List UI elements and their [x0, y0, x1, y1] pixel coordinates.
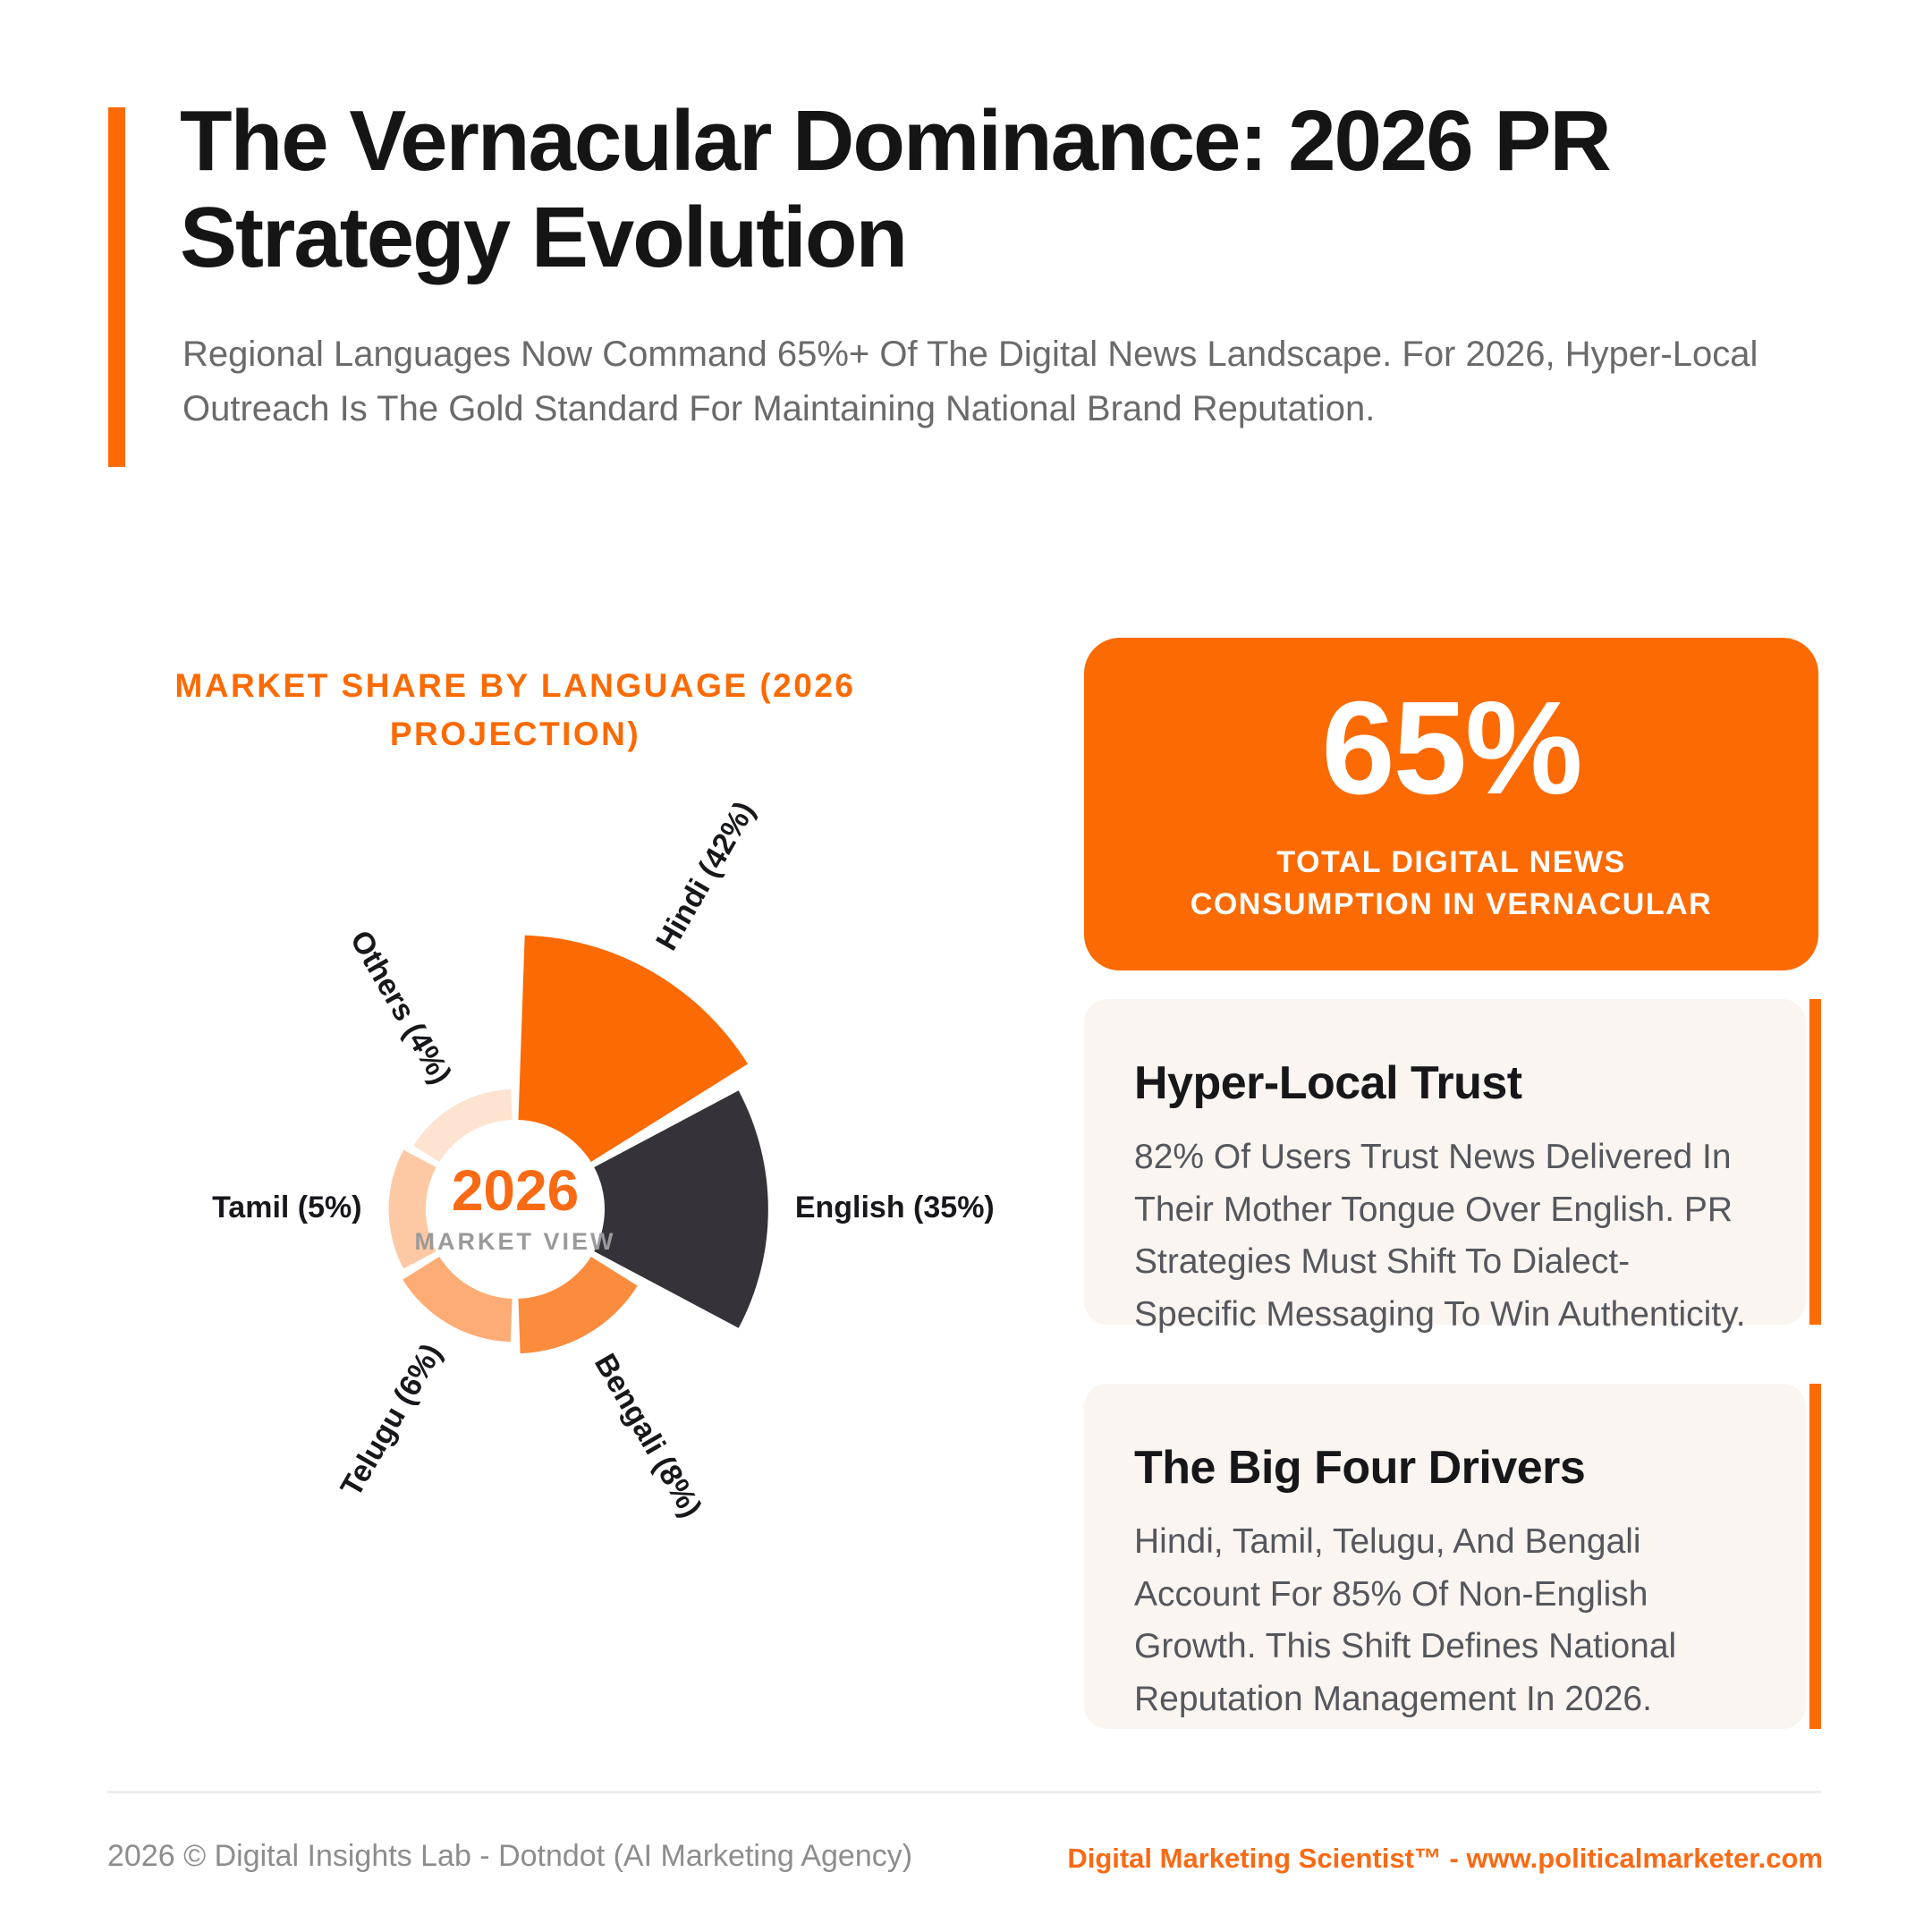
chart-slice-bengali — [518, 1256, 638, 1354]
info-card-big-four-drivers: The Big Four Drivers Hindi, Tamil, Telug… — [1084, 1384, 1806, 1729]
header-accent-bar — [108, 107, 125, 467]
footer-brand-url: Digital Marketing Scientist™ - www.polit… — [1067, 1843, 1823, 1874]
footer-copyright: 2026 © Digital Insights Lab - Dotndot (A… — [107, 1839, 913, 1873]
stat-value: 65% — [1321, 674, 1582, 823]
chart-heading: MARKET SHARE BY LANGUAGE (2026 PROJECTIO… — [68, 662, 962, 758]
info-card-accent-stripe — [1809, 1384, 1821, 1729]
chart-slice-tamil — [388, 1149, 436, 1269]
info-card-hyper-local-trust: Hyper-Local Trust 82% Of Users Trust New… — [1084, 999, 1806, 1334]
chart-label-telugu: Telugu (6%) — [335, 1338, 449, 1503]
page-title-line-1: The Vernacular Dominance: 2026 PR — [180, 93, 1612, 189]
chart-slice-labels: Hindi (42%) English (35%) Bengali (8%) Telu… — [212, 796, 995, 1523]
chart-label-hindi: Hindi (42%) — [649, 796, 761, 956]
stat-card: 65% TOTAL DIGITAL NEWS CONSUMPTION IN VE… — [1084, 638, 1818, 970]
market-share-rose-chart: Hindi (42%) English (35%) Bengali (8%) Telu… — [212, 796, 995, 1523]
chart-center-caption: MARKET VIEW — [415, 1228, 616, 1255]
chart-slice-english — [594, 1090, 768, 1328]
chart-label-tamil: Tamil (5%) — [212, 1191, 362, 1224]
stat-caption-line-2: CONSUMPTION IN VERNACULAR — [1190, 887, 1713, 921]
chart-slice-telugu — [402, 1256, 513, 1343]
chart-label-english: English (35%) — [795, 1191, 995, 1224]
page-subtitle: Regional Languages Now Command 65%+ Of T… — [182, 335, 1758, 428]
chart-slices — [388, 935, 768, 1354]
chart-label-others: Others (4%) — [343, 925, 458, 1089]
footer-divider — [107, 1791, 1821, 1793]
page-title: The Vernacular Dominance: 2026 PR Strate… — [180, 93, 1612, 287]
chart-heading-line-2: PROJECTION) — [389, 715, 641, 752]
info-card-accent-stripe — [1809, 999, 1821, 1325]
info-card-title: Hyper-Local Trust — [1134, 1057, 1522, 1109]
stat-caption: TOTAL DIGITAL NEWS CONSUMPTION IN VERNAC… — [1191, 842, 1712, 926]
stat-caption-line-1: TOTAL DIGITAL NEWS — [1276, 845, 1626, 880]
chart-slice-hindi — [518, 935, 749, 1163]
chart-label-bengali: Bengali (8%) — [588, 1348, 708, 1523]
chart-slice-others — [413, 1089, 513, 1163]
chart-center-year: 2026 — [452, 1158, 579, 1223]
info-card-body: 82% Of Users Trust News Delivered In The… — [1134, 1138, 1746, 1334]
info-card-title: The Big Four Drivers — [1134, 1442, 1586, 1494]
info-card-body: Hindi, Tamil, Telugu, And Bengali Accoun… — [1134, 1522, 1677, 1718]
chart-heading-line-1: MARKET SHARE BY LANGUAGE (2026 — [174, 667, 856, 704]
page-title-line-2: Strategy Evolution — [180, 190, 908, 286]
